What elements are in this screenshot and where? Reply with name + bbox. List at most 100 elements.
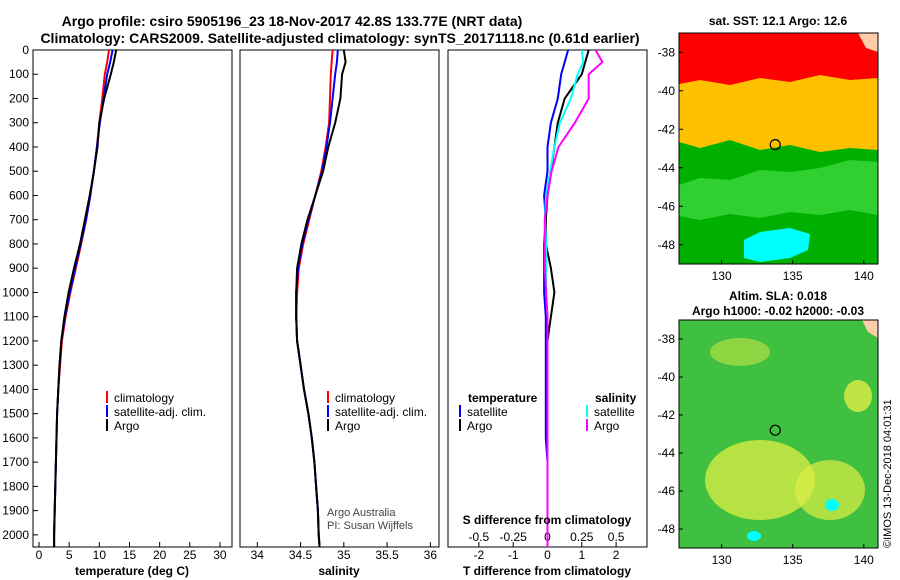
s-difference-tick-label: -0.25 xyxy=(500,530,528,544)
temperature-panel: 0100200300400500600700800900100011001200… xyxy=(2,43,233,578)
salinity-xlabel: salinity xyxy=(318,564,360,578)
temperature-tick-label: 20 xyxy=(153,548,167,562)
s-difference-tick-label: -0.5 xyxy=(469,530,490,544)
s-difference-tick-label: 0.5 xyxy=(608,530,625,544)
lat-tick-label: -44 xyxy=(658,446,676,460)
lat-tick-label: -38 xyxy=(658,332,676,346)
depth-tick-label: 500 xyxy=(9,164,29,178)
t-difference-tick-label: -1 xyxy=(508,548,519,562)
difference-series xyxy=(543,49,604,547)
sla-lon-tick-labels: 130 135 140 xyxy=(712,544,874,567)
series-line-satellite-adj-clim- xyxy=(53,49,114,547)
temperature-tick-label: 0 xyxy=(36,548,43,562)
depth-tick-label: 900 xyxy=(9,261,29,275)
temperature-tick-label: 15 xyxy=(123,548,137,562)
sla-map-subtitle: Argo h1000: -0.02 h2000: -0.03 xyxy=(692,304,864,318)
temperature-axes-frame xyxy=(32,49,233,548)
sla-yellow-patch xyxy=(795,460,865,520)
t-difference-tick-label: 2 xyxy=(613,548,620,562)
legend-argo-label: Argo xyxy=(114,419,140,433)
legend-s-satellite-label: satellite xyxy=(594,405,635,419)
depth-tick-label: 1800 xyxy=(2,479,29,493)
annotation-pi-name: PI: Susan Wijffels xyxy=(327,520,413,532)
sla-cyan-patch xyxy=(747,531,761,541)
lat-tick-label: -46 xyxy=(658,199,676,213)
lon-tick-label: 130 xyxy=(712,269,732,283)
salinity-tick-label: 35.5 xyxy=(375,548,399,562)
temperature-tick-labels: 0 5 10 15 20 25 30 xyxy=(36,542,227,562)
legend-t-argo-label: Argo xyxy=(467,419,493,433)
sst-map-field xyxy=(679,33,878,264)
imos-credit: ©IMOS 13-Dec-2018 04:01:31 xyxy=(882,399,894,548)
lat-tick-label: -40 xyxy=(658,370,676,384)
sst-light-green-band xyxy=(679,160,878,220)
temperature-tick-label: 5 xyxy=(66,548,73,562)
series-line-t-argo xyxy=(544,49,590,547)
salinity-series xyxy=(295,49,347,548)
lon-tick-label: 140 xyxy=(854,553,874,567)
lat-tick-label: -40 xyxy=(658,84,676,98)
depth-tick-label: 1500 xyxy=(2,407,29,421)
depth-tick-labels: 0 100 200 300 400 500 600 700 800 900 1000 1100 1200… xyxy=(2,43,38,542)
lon-tick-label: 135 xyxy=(783,553,803,567)
salinity-legend: climatology satellite-adj. clim. Argo xyxy=(327,391,427,433)
s-difference-tick-label: 0.25 xyxy=(570,530,594,544)
legend-t-satellite-label: satellite xyxy=(467,405,508,419)
sst-lat-tick-labels: -38 -40 -42 -44 -46 -48 xyxy=(658,45,683,252)
depth-tick-label: 1300 xyxy=(2,358,29,372)
lat-tick-label: -38 xyxy=(658,45,676,59)
depth-tick-label: 1200 xyxy=(2,334,29,348)
lat-tick-label: -48 xyxy=(658,238,676,252)
sst-red-band xyxy=(679,33,878,85)
sst-map-frame xyxy=(678,32,879,265)
depth-tick-label: 800 xyxy=(9,237,29,251)
lat-tick-label: -42 xyxy=(658,408,676,422)
sla-cyan-patch xyxy=(825,499,839,511)
salinity-tick-label: 36 xyxy=(424,548,438,562)
legend-climatology-label: climatology xyxy=(335,391,395,405)
sla-map-panel: Altim. SLA: 0.018 Argo h1000: -0.02 h200… xyxy=(658,289,879,567)
salinity-panel: 34 34.5 35 35.5 36 salinity climatology sate… xyxy=(239,49,440,578)
legend-salinity-title: salinity xyxy=(595,391,637,405)
series-line-argo xyxy=(53,49,118,547)
legend-climatology-label: climatology xyxy=(114,391,174,405)
series-line-argo xyxy=(295,49,347,548)
lon-tick-label: 130 xyxy=(712,553,732,567)
sla-map-frame xyxy=(678,319,879,549)
sla-argo-location-marker xyxy=(769,424,781,436)
depth-tick-label: 1100 xyxy=(3,310,29,324)
sla-map-title: Altim. SLA: 0.018 xyxy=(729,289,827,303)
depth-tick-label: 700 xyxy=(9,213,29,227)
temperature-tick-label: 25 xyxy=(183,548,197,562)
series-line-climatology xyxy=(53,49,110,547)
annotation-argo-australia: Argo Australia xyxy=(327,507,396,519)
difference-legend-salinity: salinity satellite Argo xyxy=(586,391,637,433)
figure-title-line2: Climatology: CARS2009. Satellite-adjuste… xyxy=(40,30,639,46)
sst-map-title: sat. SST: 12.1 Argo: 12.6 xyxy=(709,14,848,28)
depth-tick-label: 1900 xyxy=(2,504,29,518)
depth-tick-label: 2000 xyxy=(2,528,29,542)
sla-lat-tick-labels: -38 -40 -42 -44 -46 -48 xyxy=(658,332,683,536)
sla-yellow-patch xyxy=(705,440,815,520)
series-line-satellite-adj-clim- xyxy=(295,49,339,548)
lon-tick-label: 140 xyxy=(854,269,874,283)
depth-tick-label: 600 xyxy=(9,188,29,202)
lat-tick-label: -48 xyxy=(658,522,676,536)
lat-tick-label: -42 xyxy=(658,122,676,136)
t-difference-tick-label: 0 xyxy=(544,548,551,562)
lon-tick-label: 135 xyxy=(783,269,803,283)
sst-lon-tick-labels: 130 135 140 xyxy=(712,260,874,283)
depth-tick-label: 100 xyxy=(9,67,29,81)
temperature-tick-label: 30 xyxy=(213,548,227,562)
figure-title-line1: Argo profile: csiro 5905196_23 18-Nov-20… xyxy=(62,13,523,29)
depth-tick-label: 300 xyxy=(9,116,29,130)
difference-legend-temperature: temperature satellite Argo xyxy=(459,391,538,433)
t-difference-tick-label: -2 xyxy=(474,548,485,562)
sst-argo-location-marker xyxy=(769,139,781,151)
t-difference-tick-label: 1 xyxy=(578,548,585,562)
lat-tick-label: -46 xyxy=(658,484,676,498)
s-difference-tick-labels: -0.5 -0.25 0 0.25 0.5 xyxy=(469,530,625,544)
t-difference-xlabel: T difference from climatology xyxy=(463,564,631,578)
temperature-tick-label: 10 xyxy=(93,548,107,562)
legend-satellite-label: satellite-adj. clim. xyxy=(335,405,427,419)
